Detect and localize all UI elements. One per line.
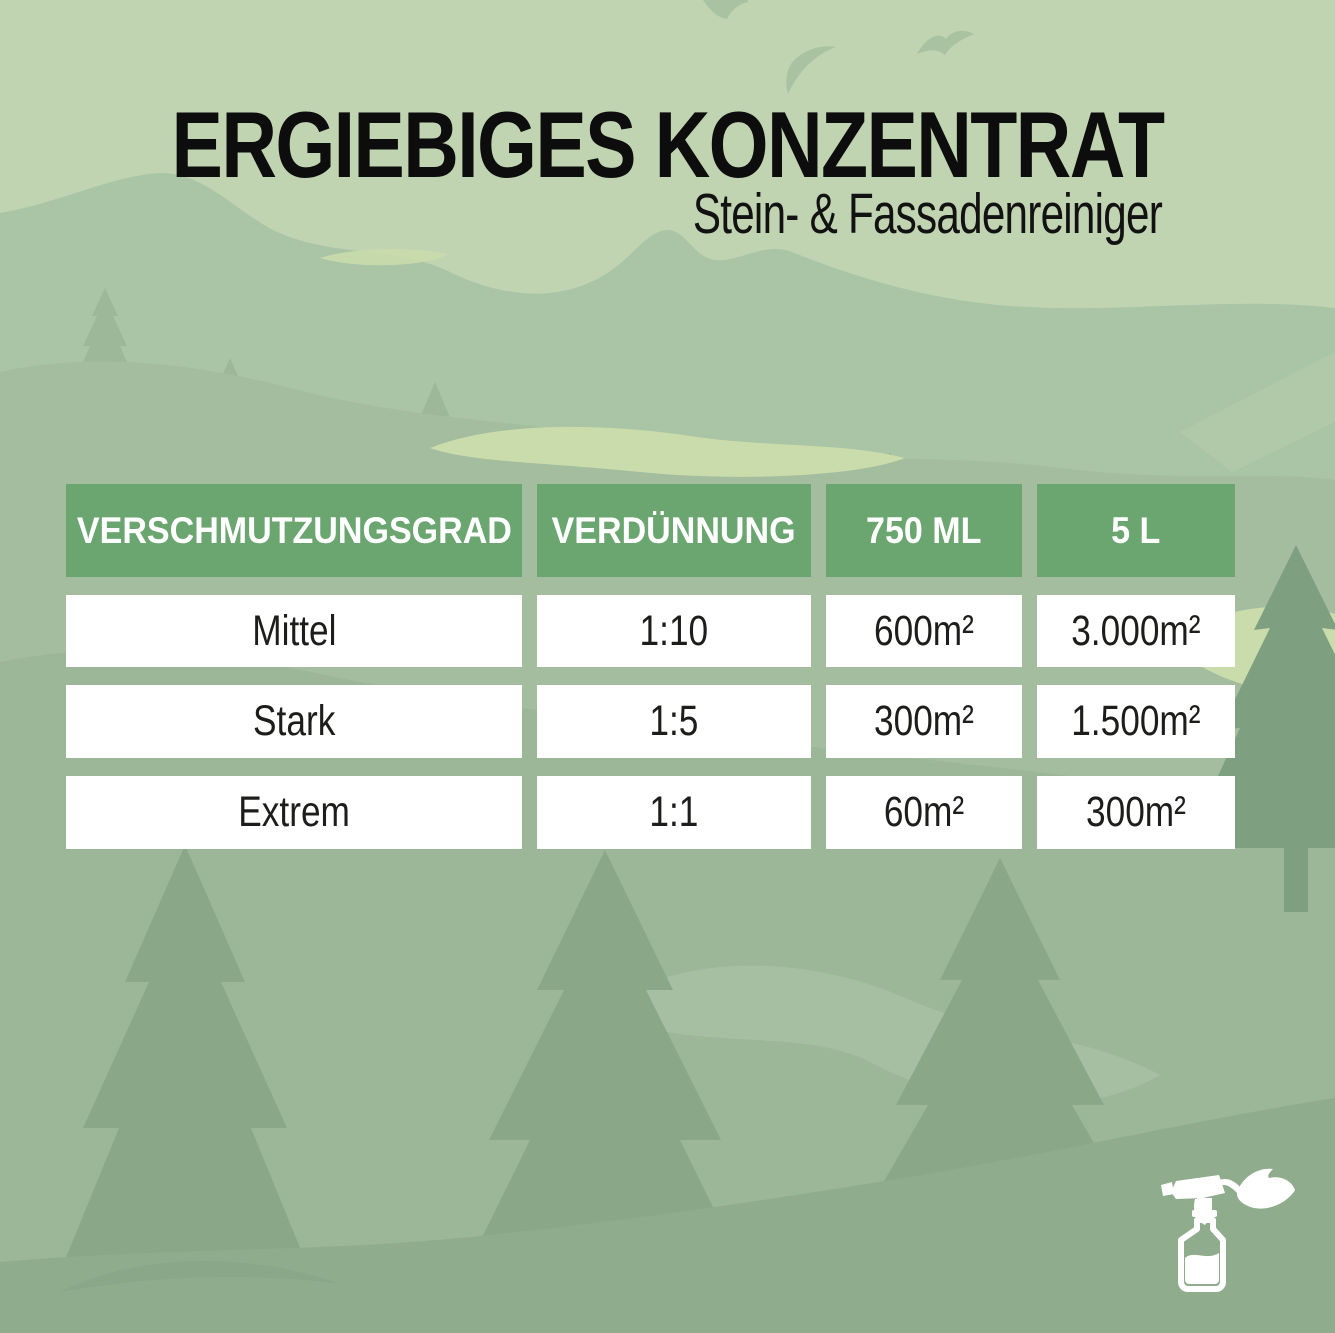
cell-row1-grade: Mittel bbox=[66, 595, 522, 667]
column-header-verduennung: VERDÜNNUNG bbox=[537, 484, 811, 577]
bird-icon bbox=[703, 0, 974, 94]
cell-value: 300m² bbox=[1086, 788, 1186, 836]
column-header-label: 750 ML bbox=[866, 509, 982, 551]
cell-value: 60m² bbox=[883, 788, 965, 836]
cell-value: 1.500m² bbox=[1071, 697, 1201, 745]
page-title: ERGIEBIGES KONZENTRAT bbox=[171, 92, 1166, 197]
column-header-750ml: 750 ML bbox=[826, 484, 1022, 577]
cell-row2-dilution: 1:5 bbox=[537, 685, 811, 758]
column-header-label: VERSCHMUTZUNGSGRAD bbox=[76, 509, 512, 551]
cell-row2-coverage-750ml: 300m² bbox=[826, 685, 1022, 758]
cell-value: 600m² bbox=[874, 606, 974, 655]
foreground-ground-layer bbox=[0, 1098, 1335, 1333]
cell-value: 300m² bbox=[874, 697, 974, 745]
page-subtitle: Stein- & Fassadenreiniger bbox=[692, 182, 1163, 246]
cell-row1-coverage-750ml: 600m² bbox=[826, 595, 1022, 667]
cell-value: 1:5 bbox=[649, 697, 699, 745]
cell-row2-coverage-5l: 1.500m² bbox=[1037, 685, 1235, 758]
branch-silhouette bbox=[60, 1260, 340, 1292]
light-lake-patch bbox=[430, 426, 905, 477]
cell-row3-dilution: 1:1 bbox=[537, 776, 811, 849]
cell-value: Extrem bbox=[238, 788, 350, 836]
cell-row3-coverage-5l: 300m² bbox=[1037, 776, 1235, 849]
cell-row3-coverage-750ml: 60m² bbox=[826, 776, 1022, 849]
cell-value: 1:10 bbox=[639, 606, 709, 655]
cell-row1-dilution: 1:10 bbox=[537, 595, 811, 667]
column-header-label: VERDÜNNUNG bbox=[552, 509, 796, 551]
cell-row3-grade: Extrem bbox=[66, 776, 522, 849]
cell-row2-grade: Stark bbox=[66, 685, 522, 758]
column-header-verschmutzungsgrad: VERSCHMUTZUNGSGRAD bbox=[66, 484, 522, 577]
light-meadow-patch bbox=[320, 249, 448, 266]
column-header-label: 5 L bbox=[1111, 509, 1161, 551]
cell-value: Mittel bbox=[251, 606, 337, 655]
spray-bottle-leaf-icon bbox=[1161, 1168, 1295, 1292]
cell-value: Stark bbox=[252, 697, 336, 745]
cell-value: 3.000m² bbox=[1071, 606, 1201, 655]
cell-row1-coverage-5l: 3.000m² bbox=[1037, 595, 1235, 667]
dilution-table: VERSCHMUTZUNGSGRAD VERDÜNNUNG 750 ML 5 L… bbox=[66, 484, 1235, 849]
column-header-5l: 5 L bbox=[1037, 484, 1235, 577]
light-diagonal-patch bbox=[1180, 352, 1335, 472]
cell-value: 1:1 bbox=[649, 788, 699, 836]
